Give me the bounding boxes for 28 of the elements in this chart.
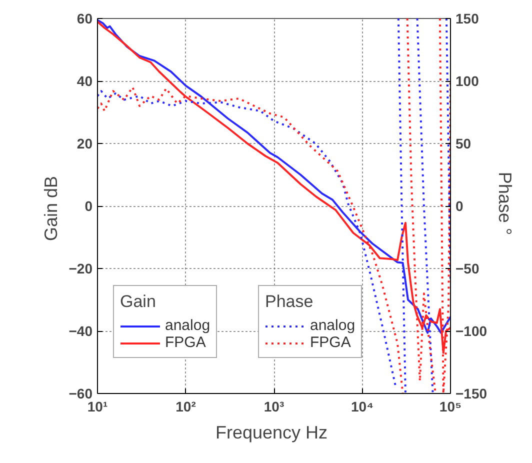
x-axis-title: Frequency Hz — [215, 422, 328, 442]
y-tick-label: 0 — [84, 198, 93, 214]
x-tick-label: 10⁴ — [351, 398, 374, 414]
y2-tick-label: −150 — [456, 386, 488, 402]
legend-label: FPGA — [165, 334, 206, 351]
y-tick-label: −20 — [68, 260, 93, 276]
y2-tick-label: −50 — [456, 260, 480, 276]
y-tick-label: −40 — [68, 323, 93, 339]
y2-axis-title: Phase ° — [495, 172, 516, 236]
y-tick-label: 20 — [76, 136, 93, 152]
y2-tick-label: 0 — [456, 198, 464, 214]
x-tick-label: 10¹ — [87, 398, 108, 414]
legend-label: analog — [165, 317, 210, 334]
y2-tick-label: 50 — [456, 136, 472, 152]
y-tick-label: 60 — [76, 10, 93, 26]
y2-tick-label: −100 — [456, 323, 488, 339]
x-tick-label: 10⁵ — [439, 398, 462, 414]
legend-label: analog — [310, 317, 356, 334]
x-tick-label: 10² — [176, 398, 196, 414]
y2-tick-label: 150 — [456, 10, 480, 26]
y-axis-title: Gain dB — [40, 176, 61, 242]
y-tick-label: −60 — [68, 386, 93, 402]
x-tick-label: 10³ — [264, 398, 284, 414]
y-tick-label: 40 — [76, 73, 93, 89]
y2-tick-label: 100 — [456, 73, 480, 89]
annotation: Gain — [120, 292, 157, 312]
legend-label: FPGA — [310, 334, 351, 351]
annotation: Phase — [265, 292, 314, 312]
